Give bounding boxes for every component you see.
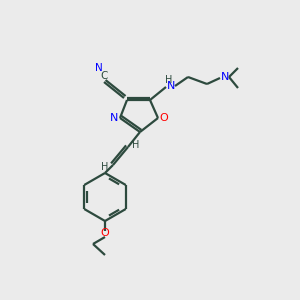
Text: N: N [110,113,118,123]
Text: N: N [95,63,103,73]
Text: N: N [221,72,229,82]
Text: N: N [167,81,175,91]
Text: O: O [160,113,168,123]
Text: H: H [101,162,109,172]
Text: H: H [132,140,140,150]
Text: C: C [100,71,108,81]
Text: O: O [100,228,109,238]
Text: H: H [165,75,173,85]
